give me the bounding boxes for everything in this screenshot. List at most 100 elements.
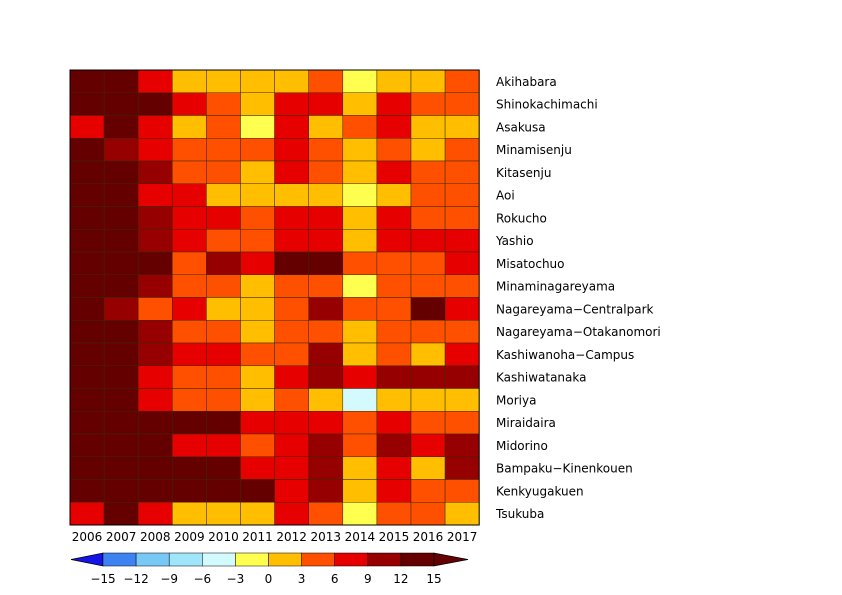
heatmap-cell	[69, 502, 105, 526]
heatmap-cell	[69, 433, 105, 457]
heatmap-cell	[444, 274, 480, 298]
y-tick-label: Akihabara	[496, 75, 557, 89]
x-tick-label: 2012	[276, 530, 307, 544]
heatmap-cell	[103, 92, 139, 116]
heatmap-cell	[274, 69, 309, 93]
heatmap-cell	[103, 251, 139, 275]
heatmap-cell	[308, 138, 344, 162]
heatmap-cell	[274, 433, 309, 457]
heatmap-cell	[137, 160, 173, 184]
heatmap-cell	[308, 251, 344, 275]
heatmap-cell	[172, 183, 207, 207]
heatmap-cell	[376, 502, 412, 526]
heatmap-cell	[410, 502, 446, 526]
plot-frame	[69, 69, 480, 526]
heatmap-cell	[206, 274, 241, 298]
heatmap-cell	[240, 502, 275, 526]
heatmap-cell	[172, 433, 207, 457]
heatmap-cell	[274, 479, 309, 503]
heatmap-cell	[172, 69, 207, 93]
x-tick-label: 2007	[106, 530, 137, 544]
heatmap-cell	[172, 251, 207, 275]
heatmap-cell	[103, 388, 139, 412]
heatmap-cell	[69, 92, 105, 116]
colorbar-segment	[235, 552, 269, 567]
heatmap-cell	[240, 115, 275, 139]
y-tick-label: Yashio	[495, 234, 534, 248]
heatmap-cell	[444, 320, 480, 344]
heatmap-cell	[376, 320, 412, 344]
colorbar-segment	[301, 552, 335, 567]
colorbar-segment	[202, 552, 236, 567]
heatmap-cell	[376, 183, 412, 207]
heatmap-cell	[410, 320, 446, 344]
heatmap-cell	[410, 456, 446, 480]
heatmap-cell	[444, 502, 480, 526]
heatmap-cell	[410, 411, 446, 435]
heatmap-cell	[240, 297, 275, 321]
heatmap-cell	[69, 479, 105, 503]
heatmap-cell	[69, 206, 105, 230]
heatmap-cell	[342, 411, 378, 435]
heatmap-cell	[206, 115, 241, 139]
heatmap-cell	[103, 342, 139, 366]
heatmap-cell	[240, 183, 275, 207]
heatmap-cell	[69, 115, 105, 139]
heatmap-cell	[172, 229, 207, 253]
heatmap-cell	[206, 479, 241, 503]
colorbar-segment	[135, 552, 170, 567]
heatmap-cell	[376, 115, 412, 139]
heatmap-cell	[172, 320, 207, 344]
heatmap-cell	[103, 160, 139, 184]
heatmap-cell	[240, 229, 275, 253]
y-tick-label: Nagareyama−Centralpark	[496, 302, 654, 316]
heatmap-cell	[444, 92, 480, 116]
heatmap-cell	[137, 274, 173, 298]
y-tick-label: Kashiwanoha−Campus	[496, 348, 634, 362]
heatmap-cell	[410, 365, 446, 389]
heatmap-cell	[342, 274, 378, 298]
heatmap-cell	[376, 365, 412, 389]
heatmap-cell	[410, 388, 446, 412]
y-tick-label: Midorino	[496, 439, 548, 453]
heatmap-cell	[172, 502, 207, 526]
heatmap-cell	[137, 411, 173, 435]
heatmap-cell	[410, 229, 446, 253]
heatmap-cell	[308, 388, 344, 412]
heatmap-cell	[137, 92, 173, 116]
heatmap-cell	[308, 160, 344, 184]
heatmap-cell	[308, 320, 344, 344]
heatmap-cell	[103, 138, 139, 162]
heatmap-cell	[444, 69, 480, 93]
heatmap-cell	[274, 388, 309, 412]
heatmap-cell	[206, 183, 241, 207]
heatmap-cell	[376, 229, 412, 253]
x-tick-label: 2015	[379, 530, 410, 544]
heatmap-cell	[103, 297, 139, 321]
heatmap-cell	[308, 456, 344, 480]
heatmap-cell	[342, 433, 378, 457]
colorbar-segment	[102, 552, 137, 567]
heatmap-cell	[103, 479, 139, 503]
heatmap-cell	[410, 183, 446, 207]
heatmap-cell	[376, 92, 412, 116]
heatmap-cell	[137, 456, 173, 480]
heatmap-cell	[206, 456, 241, 480]
heatmap-cell	[240, 251, 275, 275]
heatmap-cell	[206, 138, 241, 162]
heatmap-cell	[444, 115, 480, 139]
heatmap-cell	[444, 479, 480, 503]
heatmap-cell	[137, 183, 173, 207]
y-tick-label: Asakusa	[496, 120, 546, 134]
heatmap-cell	[342, 69, 378, 93]
heatmap-cell	[410, 251, 446, 275]
heatmap-cell	[137, 388, 173, 412]
heatmap-cell	[137, 297, 173, 321]
heatmap-cell	[376, 433, 412, 457]
heatmap-cell	[342, 206, 378, 230]
heatmap-cell	[206, 69, 241, 93]
heatmap-cell	[274, 206, 309, 230]
heatmap-cell	[103, 115, 139, 139]
heatmap-cell	[274, 320, 309, 344]
heatmap-cell	[103, 456, 139, 480]
